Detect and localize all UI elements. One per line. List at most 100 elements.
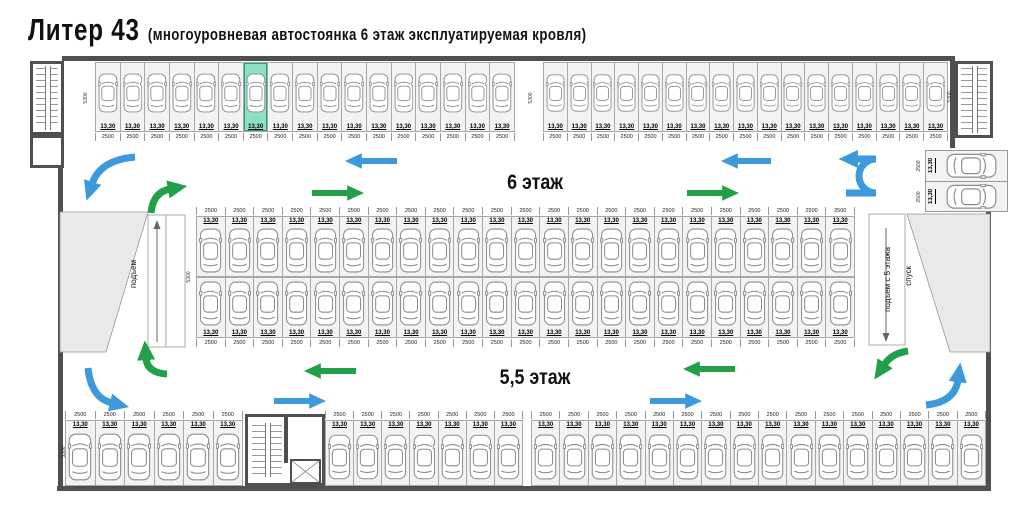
parking-space[interactable]: 13,30 [844,420,873,486]
parking-space[interactable]: 13,30 [125,420,155,486]
parking-space[interactable]: 13,30 [626,216,655,277]
parking-space[interactable]: 13,30 [254,216,283,277]
parking-space[interactable]: 13,30 [368,216,398,277]
parking-space[interactable]: 13,30 [490,62,515,132]
parking-space[interactable]: 13,30 [425,277,455,338]
parking-space[interactable]: 13,30 [588,420,618,486]
parking-space[interactable]: 13,30 [876,62,901,132]
parking-space[interactable]: 13,30 [957,420,986,486]
parking-space[interactable]: 13,30 [120,62,146,132]
parking-space[interactable]: 13,30 [95,420,125,486]
parking-space[interactable]: 13,30 [154,420,184,486]
parking-space[interactable]: 13,30 [194,62,220,132]
parking-space[interactable]: 13,30 [805,62,830,132]
parking-space[interactable]: 13,30 [416,62,441,132]
parking-space[interactable]: 13,30 [654,216,684,277]
parking-space[interactable]: 13,30 [872,420,901,486]
parking-space[interactable]: 13,30 [184,420,214,486]
parking-space[interactable]: 13,30 [829,62,853,132]
parking-space[interactable]: 13,30 [560,420,589,486]
parking-space[interactable]: 13,30 [683,277,712,338]
parking-space[interactable]: 13,30 [781,62,806,132]
parking-space[interactable]: 13,30 [532,420,561,486]
parking-space[interactable]: 13,30 [317,62,343,132]
parking-space[interactable]: 13,30 [225,216,255,277]
parking-space[interactable]: 13,30 [615,62,640,132]
parking-space[interactable]: 13,30 [219,62,244,132]
parking-space[interactable]: 13,30 [540,216,569,277]
parking-space[interactable]: 13,30 [683,216,712,277]
parking-space[interactable]: 13,30 [645,420,674,486]
parking-space[interactable]: 13,30 [225,277,255,338]
parking-space[interactable]: 13,30 [454,277,484,338]
parking-space[interactable]: 13,30 [340,277,369,338]
parking-space[interactable]: 13,30 [686,62,711,132]
parking-space[interactable]: 13,30 [597,216,627,277]
parking-space[interactable]: 13,30 [673,420,703,486]
parking-space[interactable]: 13,30 [926,181,1007,211]
parking-space[interactable]: 13,30 [710,62,735,132]
parking-space[interactable]: 13,30 [66,420,96,486]
parking-space[interactable]: 13,30 [769,216,798,277]
parking-space[interactable]: 13,30 [711,216,741,277]
parking-space[interactable]: 13,30 [197,277,226,338]
parking-space[interactable]: 13,30 [354,420,383,486]
parking-space[interactable]: 13,30 [454,216,484,277]
parking-space[interactable]: 13,30 [769,277,798,338]
parking-space[interactable]: 13,30 [391,62,417,132]
parking-space[interactable]: 13,30 [367,62,392,132]
parking-space[interactable]: 13,30 [826,216,856,277]
parking-space[interactable]: 13,30 [730,420,759,486]
parking-space[interactable]: 13,30 [740,216,770,277]
parking-space[interactable]: 13,30 [797,277,827,338]
parking-space[interactable]: 13,30 [511,277,541,338]
parking-space[interactable]: 13,30 [440,62,466,132]
parking-space[interactable]: 13,30 [711,277,741,338]
parking-space[interactable]: 13,30 [797,216,827,277]
parking-space[interactable]: 13,30 [591,62,616,132]
parking-space[interactable]: 13,30 [568,216,598,277]
parking-space[interactable]: 13,30 [662,62,687,132]
parking-space[interactable]: 13,30 [494,420,523,486]
parking-space[interactable]: 13,30 [169,62,195,132]
parking-space[interactable]: 13,30 [311,216,341,277]
parking-space[interactable]: 13,30 [544,62,568,132]
parking-space[interactable]: 13,30 [639,62,663,132]
parking-space[interactable]: 13,30 [342,62,368,132]
parking-space[interactable]: 13,30 [826,277,856,338]
parking-space[interactable]: 13,30 [654,277,684,338]
parking-space[interactable]: 13,30 [568,277,598,338]
parking-space[interactable]: 13,30 [740,277,770,338]
parking-space[interactable]: 13,30 [702,420,731,486]
parking-space[interactable]: 13,30 [617,420,646,486]
parking-space[interactable]: 13,30 [326,420,355,486]
parking-space[interactable]: 13,30 [311,277,341,338]
parking-space[interactable]: 13,30 [368,277,398,338]
parking-space[interactable]: 13,30 [852,62,877,132]
parking-space[interactable]: 13,30 [924,62,949,132]
parking-space[interactable]: 13,30 [483,277,512,338]
parking-space[interactable]: 13,30 [410,420,439,486]
parking-space[interactable]: 13,30 [268,62,294,132]
parking-space[interactable]: 13,30 [511,216,541,277]
parking-space[interactable]: 13,30 [757,62,782,132]
parking-space[interactable]: 13,30 [340,216,369,277]
parking-space[interactable]: 13,30 [438,420,467,486]
parking-space[interactable]: 13,30 [382,420,411,486]
parking-space[interactable]: 13,30 [734,62,758,132]
parking-space[interactable]: 13,30 [900,420,930,486]
parking-space[interactable]: 13,30 [397,277,426,338]
parking-space[interactable]: 13,30 [926,151,1007,182]
parking-space[interactable]: 13,30 [213,420,243,486]
parking-space-selected[interactable]: 13,30 [243,62,269,132]
parking-space[interactable]: 13,30 [567,62,592,132]
parking-space[interactable]: 13,30 [96,62,121,132]
parking-space[interactable]: 13,30 [197,216,226,277]
parking-space[interactable]: 13,30 [900,62,925,132]
parking-space[interactable]: 13,30 [787,420,816,486]
parking-space[interactable]: 13,30 [254,277,283,338]
parking-space[interactable]: 13,30 [425,216,455,277]
parking-space[interactable]: 13,30 [597,277,627,338]
parking-space[interactable]: 13,30 [929,420,958,486]
parking-space[interactable]: 13,30 [759,420,788,486]
